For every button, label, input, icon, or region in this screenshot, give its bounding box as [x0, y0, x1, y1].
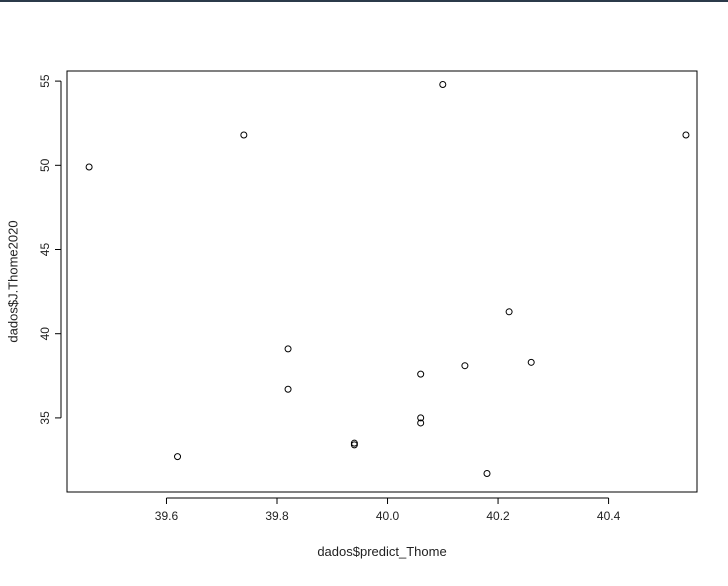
data-point: [240, 131, 248, 139]
y-axis: 35 40 45 50 55: [38, 74, 62, 425]
data-point: [505, 308, 513, 316]
y-tick-label: 40: [38, 327, 52, 341]
data-point: [284, 345, 292, 353]
data-point: [439, 80, 447, 88]
data-points: [85, 80, 690, 477]
data-point: [417, 370, 425, 378]
x-axis-label: dados$predict_Thome: [317, 544, 446, 559]
plot-area-frame: [66, 70, 698, 493]
data-point: [284, 385, 292, 393]
data-point: [461, 362, 469, 370]
x-tick-label: 40.0: [376, 509, 400, 523]
data-point: [417, 414, 425, 422]
x-tick-label: 40.2: [486, 509, 510, 523]
window-top-border: [0, 0, 728, 2]
data-point: [85, 163, 93, 171]
x-tick-label: 40.4: [597, 509, 621, 523]
data-point: [682, 131, 690, 139]
x-tick-label: 39.8: [265, 509, 289, 523]
data-point: [527, 358, 535, 366]
data-point: [350, 441, 358, 449]
data-point: [417, 419, 425, 427]
x-tick-label: 39.6: [155, 509, 179, 523]
data-point: [174, 453, 182, 461]
x-axis: 39.6 39.8 40.0 40.2 40.4: [155, 497, 621, 523]
y-tick-label: 45: [38, 243, 52, 257]
y-tick-label: 35: [38, 411, 52, 425]
y-tick-label: 50: [38, 158, 52, 172]
data-point: [483, 469, 491, 477]
y-tick-label: 55: [38, 74, 52, 88]
y-axis-label: dados$J.Thome2020: [6, 220, 21, 342]
